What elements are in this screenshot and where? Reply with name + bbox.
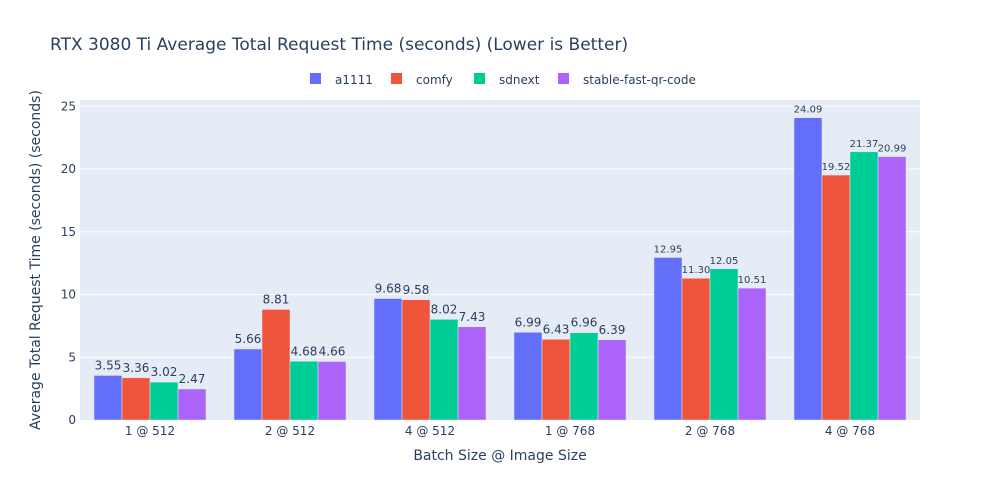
data-label: 20.99 [878,144,907,155]
data-label: 6.43 [543,322,570,336]
data-label: 6.96 [571,316,598,330]
data-label: 3.36 [123,361,150,375]
bar-comfy [401,299,431,421]
bar-a1111 [93,375,123,421]
bar-sdnext [569,332,599,421]
bar-stable-fast-qr-code [317,361,347,421]
bar-a1111 [513,332,543,421]
bar-a1111 [793,117,823,421]
data-label: 2.47 [179,372,206,386]
data-label: 19.52 [822,162,851,173]
x-axis-title: Batch Size @ Image Size [413,448,586,464]
data-label: 12.05 [710,256,739,267]
data-label: 3.55 [95,358,122,372]
bars: 3.55 3.36 3.02 2.47 5.66 8.81 4.68 4.66 9.68 9.58… [93,105,907,421]
data-label: 21.37 [850,139,879,150]
gridlines [80,105,920,358]
bar-sdnext [709,268,739,421]
y-tick-label: 10 [61,288,76,302]
data-label: 8.02 [431,302,458,316]
data-label: 6.99 [515,315,542,329]
data-label: 3.02 [151,365,178,379]
bar-stable-fast-qr-code [177,388,207,421]
legend-label: comfy [416,73,453,87]
bar-comfy [121,377,151,421]
bar-comfy [261,309,291,421]
bar-a1111 [233,348,263,421]
bar-comfy [541,339,571,421]
data-label: 4.68 [291,344,318,358]
chart-title: RTX 3080 Ti Average Total Request Time (… [50,35,628,55]
y-tick-labels: 0 5 10 15 20 25 [61,99,76,427]
legend-swatch-comfy [391,73,402,84]
x-tick-label: 1 @ 768 [545,424,595,438]
bar-sdnext [429,319,459,421]
data-label: 9.68 [375,282,402,296]
y-tick-label: 25 [61,99,76,113]
data-label: 7.43 [459,310,486,324]
data-label: 8.81 [263,292,290,306]
data-label: 24.09 [794,105,823,116]
bar-a1111 [373,298,403,421]
x-tick-label: 2 @ 768 [685,424,735,438]
data-label: 6.39 [599,323,626,337]
bar-stable-fast-qr-code [597,339,627,421]
bar-comfy [821,174,851,421]
y-tick-label: 0 [68,413,76,427]
x-tick-label: 2 @ 512 [265,424,315,438]
legend-label: stable-fast-qr-code [583,73,696,87]
x-tick-labels: 1 @ 512 2 @ 512 4 @ 512 1 @ 768 2 @ 768 4 @ 7… [125,424,875,438]
data-label: 5.66 [235,332,262,346]
data-label: 9.58 [403,283,430,297]
legend-swatch-a1111 [310,73,321,84]
y-tick-label: 5 [68,350,76,364]
legend: a1111 comfy sdnext stable-fast-qr-code [310,73,696,87]
data-label: 12.95 [654,244,683,255]
x-tick-label: 4 @ 768 [825,424,875,438]
legend-label: a1111 [335,73,373,87]
y-axis-title: Average Total Request Time (seconds) (se… [28,90,44,430]
x-tick-label: 4 @ 512 [405,424,455,438]
legend-swatch-stable-fast-qr-code [558,73,569,84]
data-label: 11.30 [682,265,711,276]
bar-stable-fast-qr-code [877,156,907,421]
data-label: 10.51 [738,275,767,286]
x-tick-label: 1 @ 512 [125,424,175,438]
bar-sdnext [289,361,319,421]
bar-comfy [681,277,711,421]
data-label: 4.66 [319,345,346,359]
bar-sdnext [149,381,179,421]
bar-stable-fast-qr-code [457,326,487,421]
bar-sdnext [849,151,879,421]
y-tick-label: 20 [61,162,76,176]
legend-label: sdnext [499,73,540,87]
bar-stable-fast-qr-code [737,287,767,421]
legend-swatch-sdnext [474,73,485,84]
bar-a1111 [653,257,683,421]
y-tick-label: 15 [61,225,76,239]
plot-area [80,100,920,420]
